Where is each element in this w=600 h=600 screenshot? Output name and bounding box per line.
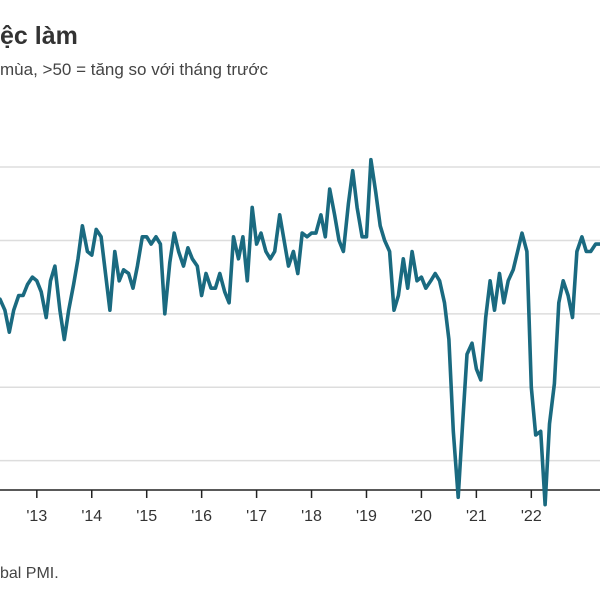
x-tick-label: '16 [191,508,212,525]
x-tick-label: '21 [466,508,487,525]
series-layer [0,157,600,507]
x-tick-label: '22 [521,508,542,525]
gridlines [0,166,600,462]
x-axis: '13 '14 '15 '16 '17 '18 '19 '20 '21 '22 [0,489,600,525]
x-tick-label: '20 [411,508,432,525]
x-tick-label: '17 [246,508,267,525]
x-tick-label: '18 [301,508,322,525]
x-tick-label: '13 [26,508,47,525]
chart-subtitle: mùa, >50 = tăng so với tháng trước [0,60,269,79]
x-tick-label: '15 [136,508,157,525]
chart-title: ệc làm [0,22,78,50]
source-note: bal PMI. [0,565,59,582]
x-tick-label: '14 [81,508,102,525]
series-line [0,157,600,507]
x-tick-label: '19 [356,508,377,525]
